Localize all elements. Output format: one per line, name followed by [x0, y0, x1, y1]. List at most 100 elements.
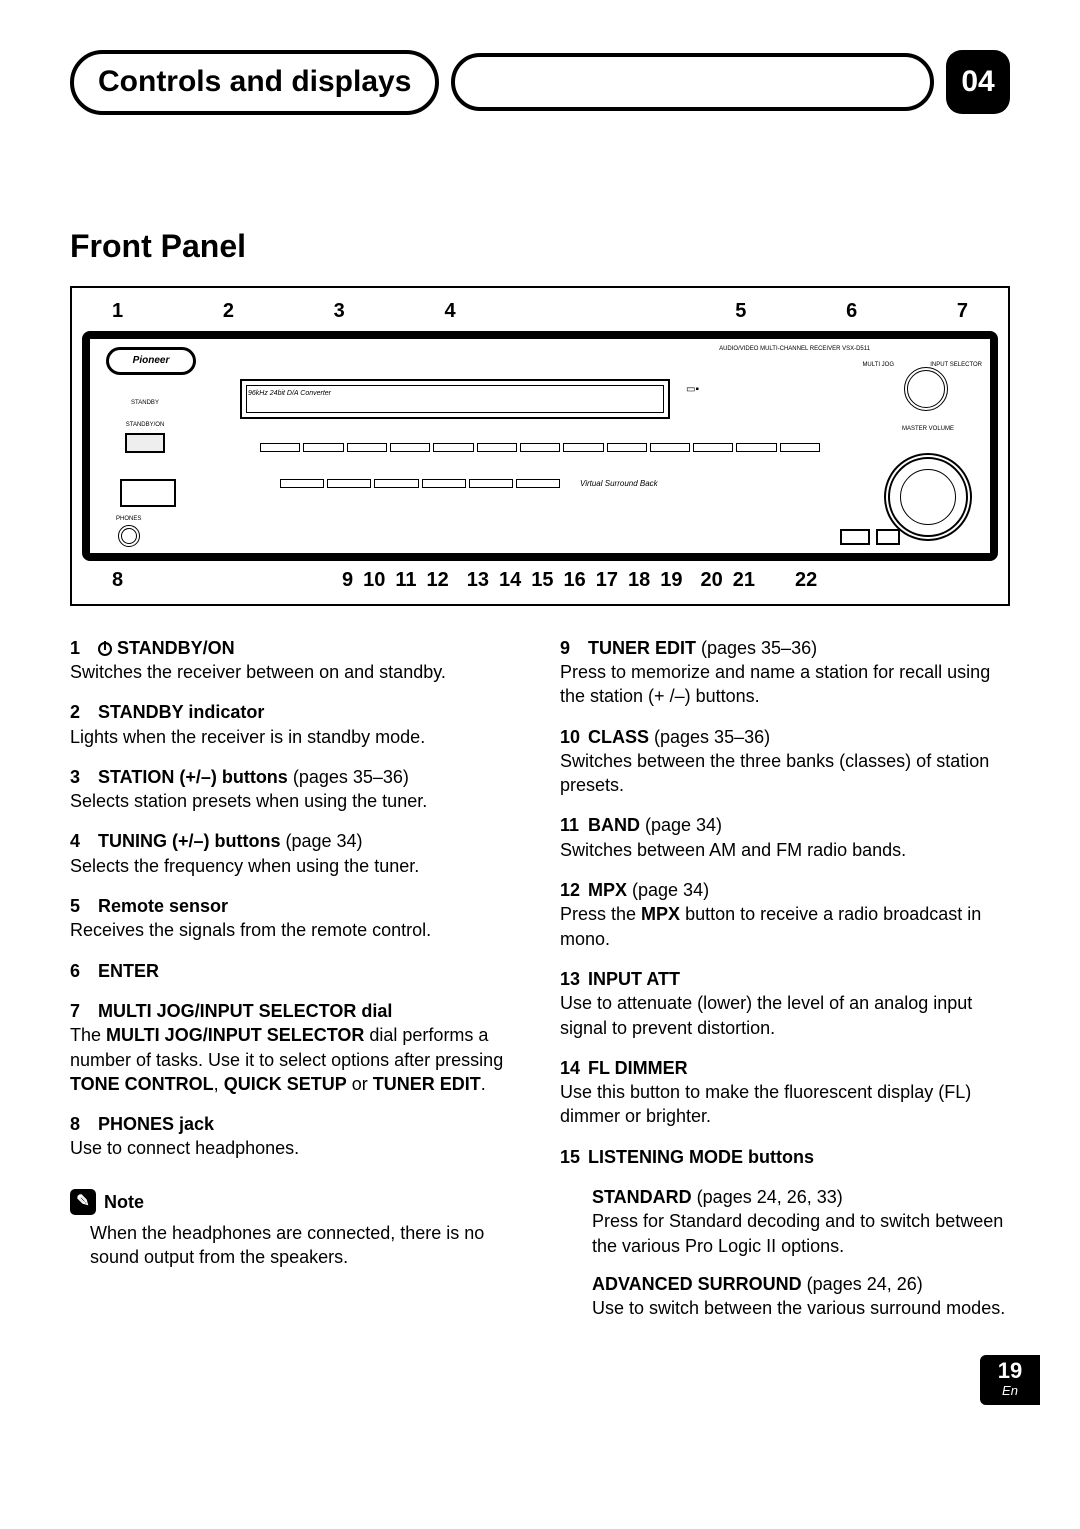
sub-item-desc: Press for Standard decoding and to switc…: [592, 1209, 1010, 1258]
dolby-badge-icon: [840, 529, 870, 545]
item-title: TUNING (+/–) buttons: [98, 831, 281, 851]
item-desc: Selects the frequency when using the tun…: [70, 854, 520, 878]
master-volume-dial-icon: [884, 453, 972, 541]
description-item: 4TUNING (+/–) buttons (page 34)Selects t…: [70, 829, 520, 878]
callout-num: 9: [342, 567, 353, 594]
section-title: Front Panel: [70, 225, 1010, 268]
item-desc: Use to attenuate (lower) the level of an…: [560, 991, 1010, 1040]
button-row-1: [260, 435, 820, 455]
item-heading: 10CLASS (pages 35–36): [560, 725, 1010, 749]
item-page-ref: (pages 24, 26): [802, 1274, 923, 1294]
item-title: Remote sensor: [98, 896, 228, 916]
item-title: STANDBY indicator: [98, 702, 264, 722]
phones-label: PHONES: [116, 515, 141, 523]
right-column: 9TUNER EDIT (pages 35–36)Press to memori…: [560, 636, 1010, 1335]
left-column: 1 STANDBY/ONSwitches the receiver betwee…: [70, 636, 520, 1335]
callout-num: 22: [795, 567, 817, 594]
callout-num: 12: [427, 567, 449, 594]
item-page-ref: (pages 35–36): [288, 767, 409, 787]
description-item: 11BAND (page 34)Switches between AM and …: [560, 813, 1010, 862]
item-title: STANDBY/ON: [117, 638, 235, 658]
page-footer: 19 En: [70, 1345, 1010, 1405]
callout-num: 17: [596, 567, 618, 594]
item-desc: Press to memorize and name a station for…: [560, 660, 1010, 709]
item-number: 2: [70, 700, 98, 724]
item-title: TUNER EDIT: [588, 638, 696, 658]
item-heading: 4TUNING (+/–) buttons (page 34): [70, 829, 520, 853]
item-number: 1: [70, 636, 98, 660]
item-heading: 13INPUT ATT: [560, 967, 1010, 991]
power-icon: [98, 642, 112, 656]
item-desc: Switches the receiver between on and sta…: [70, 660, 520, 684]
header-title: Controls and displays: [98, 62, 411, 103]
description-item: 13INPUT ATTUse to attenuate (lower) the …: [560, 967, 1010, 1040]
callout-num: 14: [499, 567, 521, 594]
standby-label: STANDBY: [110, 399, 180, 407]
item-title: CLASS: [588, 727, 649, 747]
callout-num: 7: [957, 298, 968, 325]
description-item: 12MPX (page 34)Press the MPX button to r…: [560, 878, 1010, 951]
sub-item-heading: STANDARD (pages 24, 26, 33): [592, 1185, 1010, 1209]
description-item: 3STATION (+/–) buttons (pages 35–36)Sele…: [70, 765, 520, 814]
item-number: 4: [70, 829, 98, 853]
item-page-ref: (pages 35–36): [696, 638, 817, 658]
item-heading: 14FL DIMMER: [560, 1056, 1010, 1080]
multijog-dial-icon: [904, 367, 948, 411]
item-page-ref: (pages 35–36): [649, 727, 770, 747]
page-number: 19: [998, 1360, 1022, 1382]
description-item: 14FL DIMMERUse this button to make the f…: [560, 1056, 1010, 1129]
header-pill-left: Controls and displays: [70, 50, 439, 115]
remote-sensor-icon: ▭▪: [686, 383, 699, 397]
callout-num: 6: [846, 298, 857, 325]
callout-numbers-bottom: 8 9 10 11 12 13 14 15 16 17 18 19 20 21 …: [82, 561, 998, 594]
callout-num: 21: [733, 567, 755, 594]
item-heading: 3STATION (+/–) buttons (pages 35–36): [70, 765, 520, 789]
note-text: When the headphones are connected, there…: [70, 1221, 520, 1270]
panel-button-shape: [120, 479, 176, 507]
note-label: Note: [104, 1190, 144, 1214]
item-heading: 8PHONES jack: [70, 1112, 520, 1136]
item-title: MULTI JOG/INPUT SELECTOR dial: [98, 1001, 392, 1021]
item-heading: 9TUNER EDIT (pages 35–36): [560, 636, 1010, 660]
item-desc: Receives the signals from the remote con…: [70, 918, 520, 942]
item-desc: Use to connect headphones.: [70, 1136, 520, 1160]
page-lang: En: [1002, 1382, 1018, 1400]
display-window: [240, 379, 670, 419]
description-item: 15LISTENING MODE buttons: [560, 1145, 1010, 1169]
item-heading: 15LISTENING MODE buttons: [560, 1145, 1010, 1169]
item-page-ref: (pages 24, 26, 33): [692, 1187, 843, 1207]
button-row-2: [280, 473, 560, 491]
item-heading: 7MULTI JOG/INPUT SELECTOR dial: [70, 999, 520, 1023]
standby-group: STANDBY STANDBY/ON: [110, 399, 180, 453]
callout-num: 11: [395, 567, 416, 594]
item-desc: Switches between the three banks (classe…: [560, 749, 1010, 798]
description-item: 1 STANDBY/ONSwitches the receiver betwee…: [70, 636, 520, 685]
callout-num: 16: [564, 567, 586, 594]
note-box: ✎NoteWhen the headphones are connected, …: [70, 1189, 520, 1270]
item-title: INPUT ATT: [588, 969, 680, 989]
callout-num: 3: [334, 298, 345, 325]
item-title: LISTENING MODE buttons: [588, 1147, 814, 1167]
item-number: 9: [560, 636, 588, 660]
brand-logo: Pioneer: [106, 347, 196, 375]
model-label: AUDIO/VIDEO MULTI-CHANNEL RECEIVER VSX-D…: [719, 345, 870, 353]
description-item: 9TUNER EDIT (pages 35–36)Press to memori…: [560, 636, 1010, 709]
sub-item-heading: ADVANCED SURROUND (pages 24, 26): [592, 1272, 1010, 1296]
phones-group: PHONES: [116, 515, 141, 547]
standby-button-shape: [125, 433, 165, 453]
item-number: 12: [560, 878, 588, 902]
page-number-badge: 19 En: [980, 1355, 1040, 1405]
callout-num: 4: [444, 298, 455, 325]
callout-num-group: 9 10 11 12 13 14 15 16 17 18 19 20 21: [342, 567, 755, 594]
item-number: 11: [560, 813, 588, 837]
item-number: 3: [70, 765, 98, 789]
callout-num: 2: [223, 298, 234, 325]
item-desc: Switches between AM and FM radio bands.: [560, 838, 1010, 862]
sub-item-desc: Use to switch between the various surrou…: [592, 1296, 1010, 1320]
callout-num: 5: [735, 298, 746, 325]
description-columns: 1 STANDBY/ONSwitches the receiver betwee…: [70, 636, 1010, 1335]
item-page-ref: (page 34): [627, 880, 709, 900]
receiver-panel-illustration: Pioneer AUDIO/VIDEO MULTI-CHANNEL RECEIV…: [82, 331, 998, 561]
item-title: MPX: [588, 880, 627, 900]
item-number: 8: [70, 1112, 98, 1136]
